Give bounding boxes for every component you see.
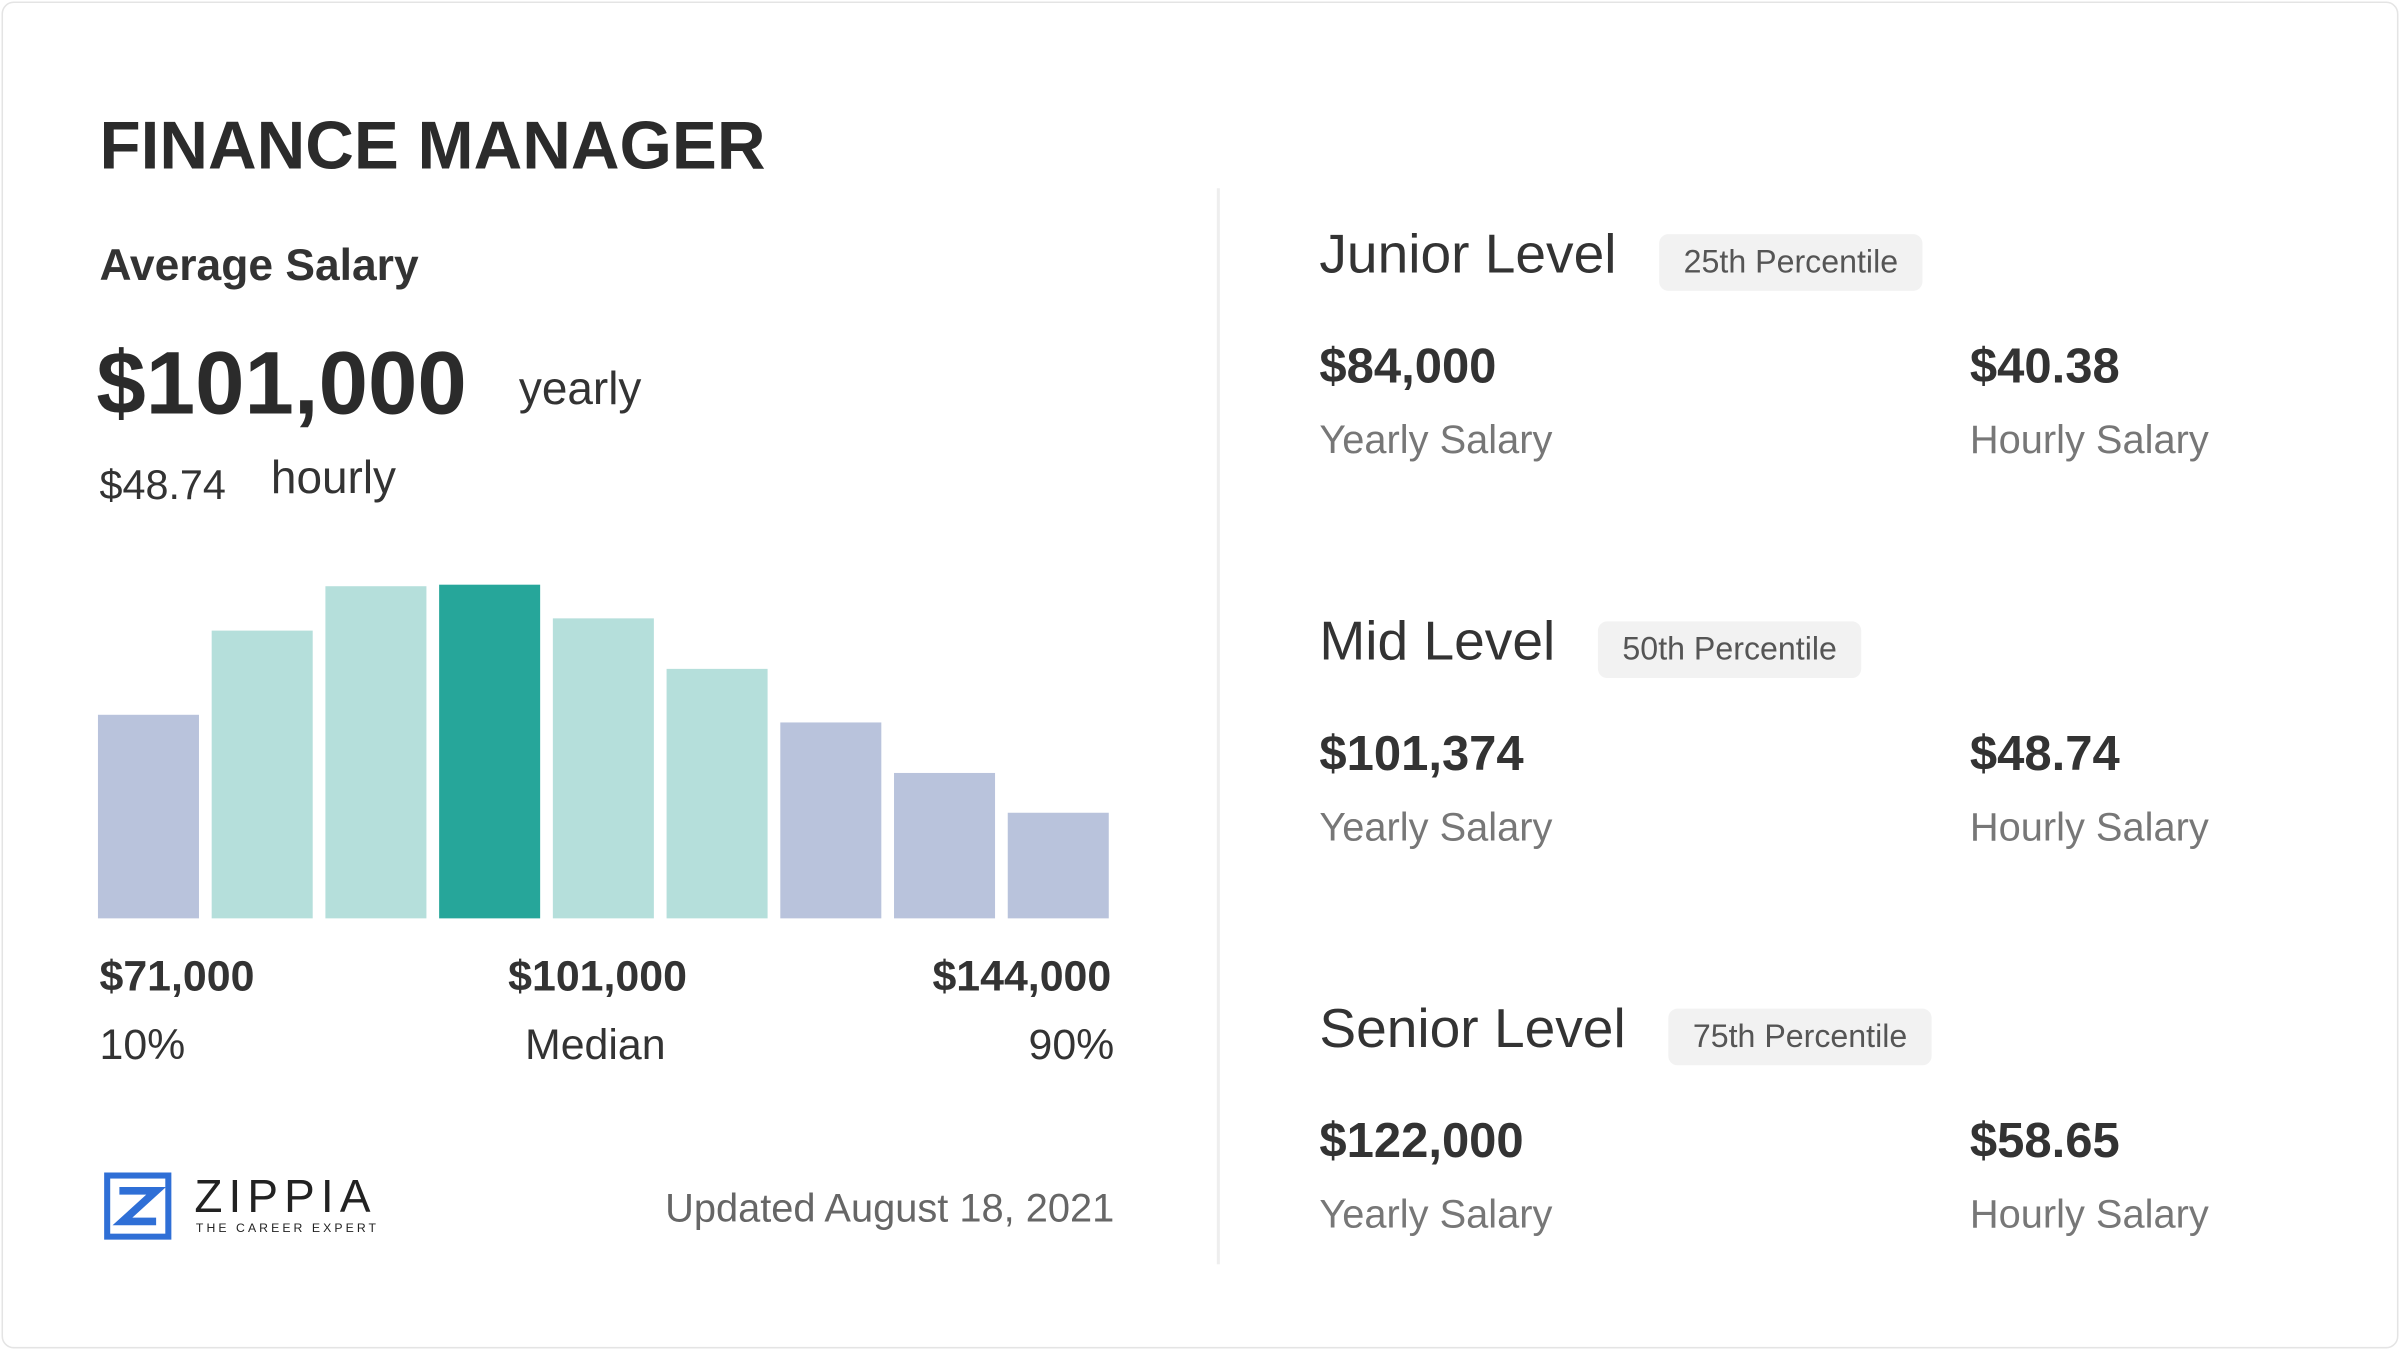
average-label: Average Salary	[99, 241, 419, 291]
low-value: $71,000	[99, 952, 255, 1000]
bar	[780, 722, 882, 919]
updated: Updated August 18, 2021	[665, 1184, 1115, 1231]
high-value: $144,000	[932, 952, 1112, 1000]
high-label: 90%	[1028, 1020, 1115, 1069]
level-name: Senior Level	[1319, 996, 1626, 1060]
hourly-value: $40.38	[1969, 338, 2120, 394]
bar	[439, 584, 541, 919]
median-label: Median	[524, 1020, 666, 1069]
bar	[666, 668, 768, 919]
hourly-label: Hourly Salary	[1969, 1190, 2209, 1237]
divider	[1216, 188, 1220, 1265]
bar	[1007, 812, 1109, 919]
level-name: Junior Level	[1319, 221, 1617, 285]
bar	[894, 772, 996, 919]
yearly-value: $122,000	[1319, 1112, 1524, 1168]
yearly-value: $84,000	[1319, 338, 1497, 394]
bar	[325, 586, 427, 919]
logo-icon	[104, 1172, 172, 1240]
hourly-label: Hourly Salary	[1969, 416, 2209, 463]
hourly-value: $48.74	[1969, 725, 2120, 781]
yearly-value: $101,374	[1319, 725, 1524, 781]
yearly-unit: yearly	[518, 364, 642, 415]
hourly-value: $58.65	[1969, 1112, 2120, 1168]
logo-tagline: THE CAREER EXPERT	[195, 1221, 380, 1236]
hourly-label: Hourly Salary	[1969, 803, 2209, 850]
level-name: Mid Level	[1319, 609, 1556, 672]
average-hourly: $48.74	[99, 462, 226, 509]
average-yearly: $101,000	[96, 333, 467, 434]
low-label: 10%	[99, 1020, 186, 1069]
yearly-label: Yearly Salary	[1319, 803, 1553, 850]
histogram	[97, 584, 1109, 919]
percentile-badge: 50th Percentile	[1597, 621, 1862, 679]
hourly-unit: hourly	[270, 453, 396, 504]
bar	[552, 618, 654, 919]
median-value: $101,000	[508, 952, 687, 1000]
title: FINANCE MANAGER	[99, 108, 766, 184]
bar	[97, 714, 199, 919]
bar	[211, 630, 313, 919]
yearly-label: Yearly Salary	[1319, 416, 1553, 463]
percentile-badge: 25th Percentile	[1659, 234, 1923, 291]
yearly-label: Yearly Salary	[1319, 1190, 1553, 1237]
percentile-badge: 75th Percentile	[1668, 1008, 1932, 1066]
logo-name: ZIPPIA	[194, 1172, 377, 1223]
